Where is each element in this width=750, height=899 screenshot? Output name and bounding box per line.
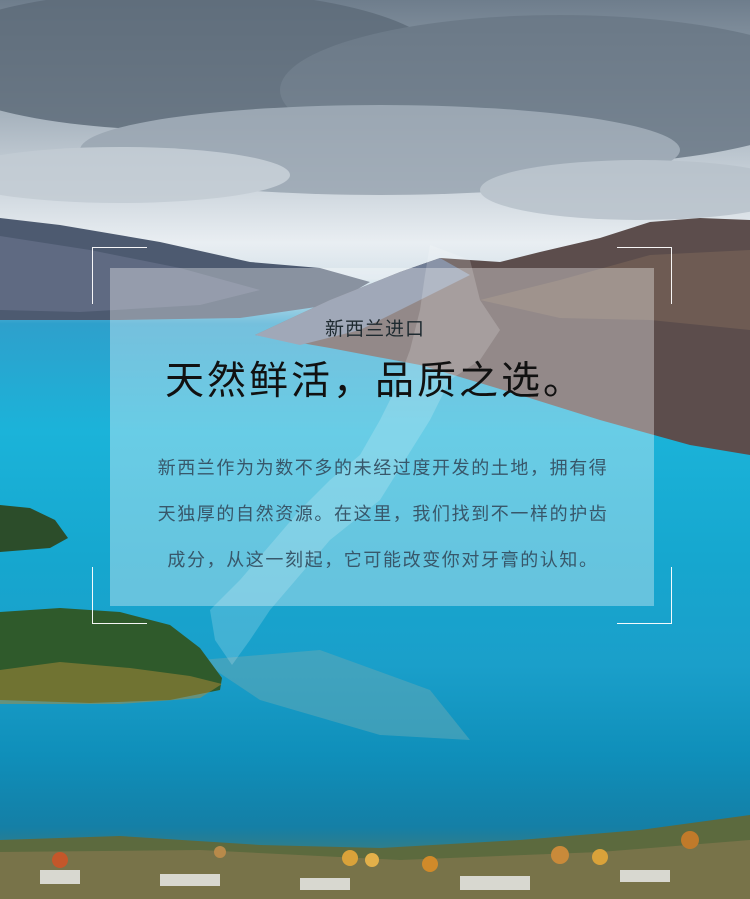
- frame-corner-bottom-left: [92, 567, 147, 624]
- new-zealand-map-watermark: [210, 245, 500, 665]
- autumn-trees: [52, 831, 699, 872]
- lake-shallows: [200, 650, 470, 740]
- small-island: [0, 505, 68, 552]
- frame-corner-top-left: [92, 247, 147, 304]
- frame-corner-bottom-right: [617, 567, 672, 624]
- description-line: 新西兰作为为数不多的未经过度开发的土地，拥有得: [157, 458, 609, 479]
- clouds: [0, 0, 750, 220]
- headline: 天然鲜活，品质之选。: [164, 359, 585, 404]
- subtitle: 新西兰进口: [324, 318, 425, 340]
- intro-panel: [110, 268, 654, 606]
- description: 新西兰作为为数不多的未经过度开发的土地，拥有得 天独厚的自然资源。在这里，我们找…: [124, 446, 642, 584]
- description-line: 天独厚的自然资源。在这里，我们找到不一样的护齿: [157, 504, 609, 525]
- buildings: [40, 870, 670, 890]
- description-line: 成分，从这一刻起，它可能改变你对牙膏的认知。: [167, 550, 599, 571]
- frame-corner-top-right: [617, 247, 672, 304]
